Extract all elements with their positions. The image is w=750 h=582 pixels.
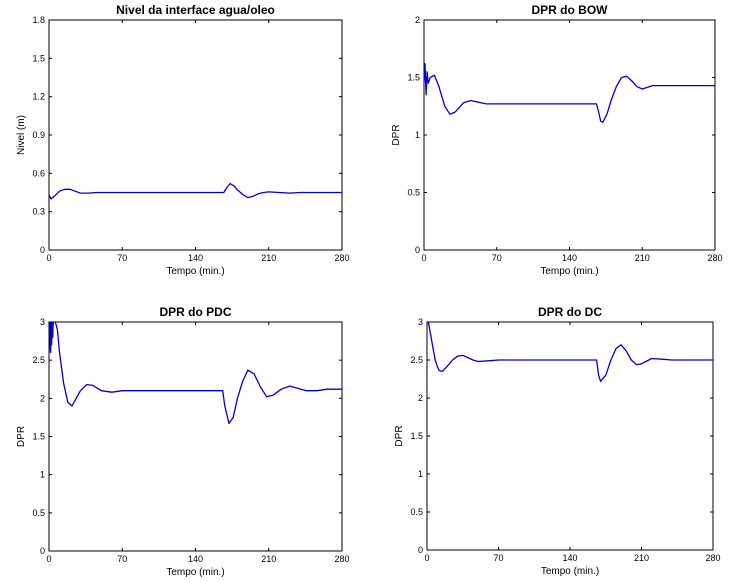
y-tick-label: 1.5: [32, 53, 45, 63]
y-tick-label: 2: [415, 15, 420, 25]
y-tick-label: 0.5: [32, 508, 45, 518]
y-tick-label: 0.9: [32, 130, 45, 140]
x-tick-label: 140: [562, 253, 577, 263]
y-tick-label: 0: [415, 245, 420, 255]
subplot-1: 0 70 140 210 280 0 0.3 0.6 0.9 1.2 1.5 1.8 Nivel da …: [16, 3, 350, 277]
y-tick-label: 2.5: [410, 355, 423, 365]
y-tick-label: 0.5: [407, 188, 420, 198]
x-tick-label: 70: [117, 554, 127, 564]
y-tick-label: 2: [418, 393, 423, 403]
plot-area: [48, 19, 343, 251]
y-tick-label: 0: [40, 546, 45, 556]
x-tick-label: 70: [492, 253, 502, 263]
series-line: [427, 322, 713, 382]
y-tick-label: 1.5: [32, 432, 45, 442]
y-tick-label: 2.5: [32, 355, 45, 365]
y-axis-label: DPR: [391, 124, 402, 145]
x-tick-label: 280: [707, 253, 722, 263]
x-axis-label: Tempo (min.): [540, 266, 598, 277]
y-tick-label: 0.3: [32, 207, 45, 217]
y-axis-label: Nivel (m): [16, 115, 27, 155]
plot-area: [426, 321, 714, 551]
y-tick-label: 0.6: [32, 168, 45, 178]
x-tick-label: 210: [635, 253, 650, 263]
plot-area: [48, 321, 343, 552]
y-tick-label: 1: [415, 130, 420, 140]
chart-title: DPR do PDC: [160, 305, 232, 319]
x-tick-label: 210: [261, 554, 276, 564]
y-tick-label: 1.2: [32, 92, 45, 102]
y-tick-label: 0: [40, 245, 45, 255]
x-tick-label: 140: [188, 554, 203, 564]
y-tick-label: 1.5: [410, 431, 423, 441]
chart-title: DPR do DC: [538, 305, 602, 319]
subplot-4: 0 70 140 210 280 0 0.5 1 1.5 2 2.5 3 DPR do DC Tempo …: [394, 305, 721, 577]
y-tick-label: 1: [418, 469, 423, 479]
x-tick-label: 0: [424, 553, 429, 563]
x-axis-label: Tempo (min.): [166, 567, 224, 578]
y-axis-label: DPR: [16, 426, 27, 447]
y-tick-label: 3: [418, 317, 423, 327]
series-line: [424, 63, 715, 123]
x-axis-label: Tempo (min.): [541, 566, 599, 577]
x-tick-label: 280: [334, 253, 349, 263]
x-tick-label: 70: [117, 253, 127, 263]
y-axis-label: DPR: [394, 425, 405, 446]
subplot-2: 0 70 140 210 280 0 0.5 1 1.5 2 DPR do BOW Tempo (mi…: [391, 3, 723, 277]
series-line: [49, 322, 342, 425]
x-tick-label: 280: [334, 554, 349, 564]
y-tick-label: 0.5: [410, 507, 423, 517]
plot-area: [423, 19, 716, 251]
x-tick-label: 140: [562, 553, 577, 563]
chart-title: DPR do BOW: [532, 3, 609, 17]
x-axis-label: Tempo (min.): [166, 266, 224, 277]
x-tick-label: 280: [705, 553, 720, 563]
x-tick-label: 0: [421, 253, 426, 263]
y-tick-label: 3: [40, 317, 45, 327]
y-tick-label: 1.5: [407, 73, 420, 83]
x-tick-label: 0: [46, 253, 51, 263]
x-tick-label: 140: [188, 253, 203, 263]
y-tick-label: 1: [40, 470, 45, 480]
y-tick-label: 2: [40, 393, 45, 403]
chart-title: Nivel da interface agua/oleo: [116, 3, 275, 17]
subplot-3: 0 70 140 210 280 0 0.5 1 1.5 2 2.5 3 DPR do PDC Tempo…: [16, 305, 350, 578]
series-line: [49, 182, 342, 200]
x-tick-label: 70: [493, 553, 503, 563]
y-tick-label: 1.8: [32, 15, 45, 25]
y-tick-label: 0: [418, 545, 423, 555]
x-tick-label: 210: [261, 253, 276, 263]
x-tick-label: 210: [634, 553, 649, 563]
x-tick-label: 0: [46, 554, 51, 564]
